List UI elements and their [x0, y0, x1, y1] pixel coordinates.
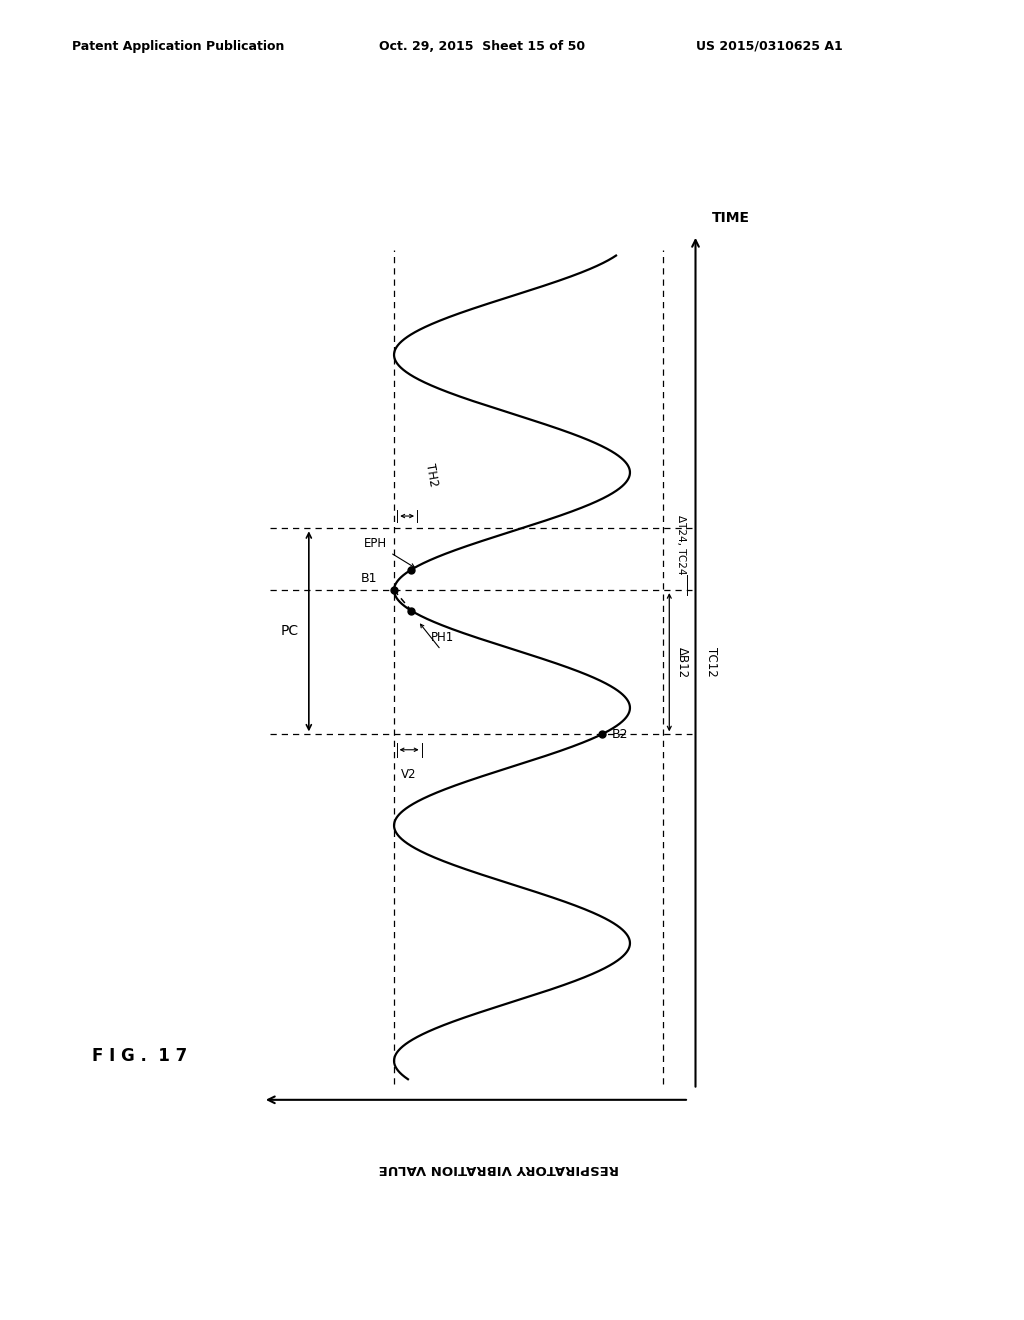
Text: F I G .  1 7: F I G . 1 7 [92, 1047, 187, 1065]
Text: US 2015/0310625 A1: US 2015/0310625 A1 [696, 40, 843, 53]
Text: B1: B1 [361, 572, 378, 585]
Text: PH1: PH1 [431, 631, 455, 644]
Text: TC12: TC12 [706, 647, 718, 677]
Text: ΔB12: ΔB12 [676, 647, 689, 677]
Text: EPH: EPH [365, 537, 415, 568]
Text: PC: PC [281, 624, 299, 639]
Text: V2: V2 [401, 768, 417, 781]
Text: TH2: TH2 [424, 462, 440, 487]
Text: Patent Application Publication: Patent Application Publication [72, 40, 284, 53]
Text: Oct. 29, 2015  Sheet 15 of 50: Oct. 29, 2015 Sheet 15 of 50 [379, 40, 585, 53]
Text: B2: B2 [611, 727, 628, 741]
Text: TIME: TIME [712, 211, 750, 224]
Text: RESPIRATORY VIBRATION VALUE: RESPIRATORY VIBRATION VALUE [379, 1162, 620, 1175]
Text: ΔT24, TC24: ΔT24, TC24 [676, 515, 686, 574]
